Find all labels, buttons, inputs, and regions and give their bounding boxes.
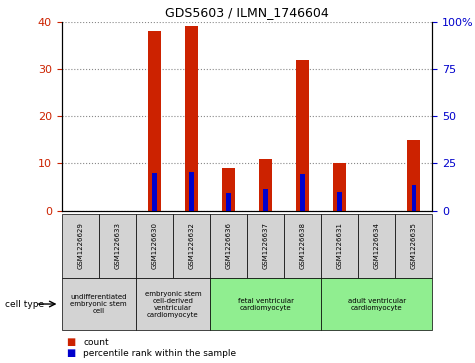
Bar (321, 278, 432, 330)
Text: GSM1226638: GSM1226638 (300, 223, 305, 269)
Bar (321, 214, 358, 278)
Bar (62, 278, 136, 330)
Bar (337, 192, 342, 211)
Bar (99, 214, 136, 278)
Text: count: count (83, 338, 109, 347)
Text: GSM1226633: GSM1226633 (114, 223, 120, 269)
Text: GSM1226636: GSM1226636 (226, 223, 231, 269)
Text: adult ventricular
cardiomyocyte: adult ventricular cardiomyocyte (348, 298, 406, 310)
Text: GSM1226637: GSM1226637 (263, 223, 268, 269)
Text: GSM1226631: GSM1226631 (337, 223, 342, 269)
Bar (226, 193, 231, 211)
Bar (259, 159, 272, 211)
Bar (300, 174, 305, 211)
Bar (173, 214, 210, 278)
Bar (358, 214, 395, 278)
Text: embryonic stem
cell-derived
ventricular
cardiomyocyte: embryonic stem cell-derived ventricular … (144, 290, 201, 318)
Bar (152, 173, 157, 211)
Bar (222, 168, 235, 211)
Text: undifferentiated
embryonic stem
cell: undifferentiated embryonic stem cell (70, 294, 127, 314)
Bar (263, 189, 268, 211)
Bar (284, 214, 321, 278)
Text: GSM1226635: GSM1226635 (411, 223, 417, 269)
Text: ■: ■ (66, 337, 76, 347)
Text: percentile rank within the sample: percentile rank within the sample (83, 348, 236, 358)
Text: GSM1226630: GSM1226630 (152, 223, 157, 269)
Bar (210, 278, 321, 330)
Text: ■: ■ (66, 347, 76, 358)
Bar (136, 214, 173, 278)
Text: GSM1226632: GSM1226632 (189, 223, 194, 269)
Text: GSM1226634: GSM1226634 (374, 223, 380, 269)
Text: cell type: cell type (5, 299, 44, 309)
Bar (411, 185, 416, 211)
Bar (210, 214, 247, 278)
Bar (296, 60, 309, 211)
Bar (395, 214, 432, 278)
Text: GSM1226629: GSM1226629 (77, 223, 83, 269)
Bar (247, 214, 284, 278)
Title: GDS5603 / ILMN_1746604: GDS5603 / ILMN_1746604 (165, 6, 329, 19)
Bar (62, 214, 99, 278)
Bar (333, 163, 346, 211)
Text: fetal ventricular
cardiomyocyte: fetal ventricular cardiomyocyte (238, 298, 294, 310)
Bar (407, 140, 420, 211)
Bar (136, 278, 210, 330)
Bar (185, 26, 198, 211)
Bar (148, 31, 161, 211)
Bar (189, 172, 194, 211)
